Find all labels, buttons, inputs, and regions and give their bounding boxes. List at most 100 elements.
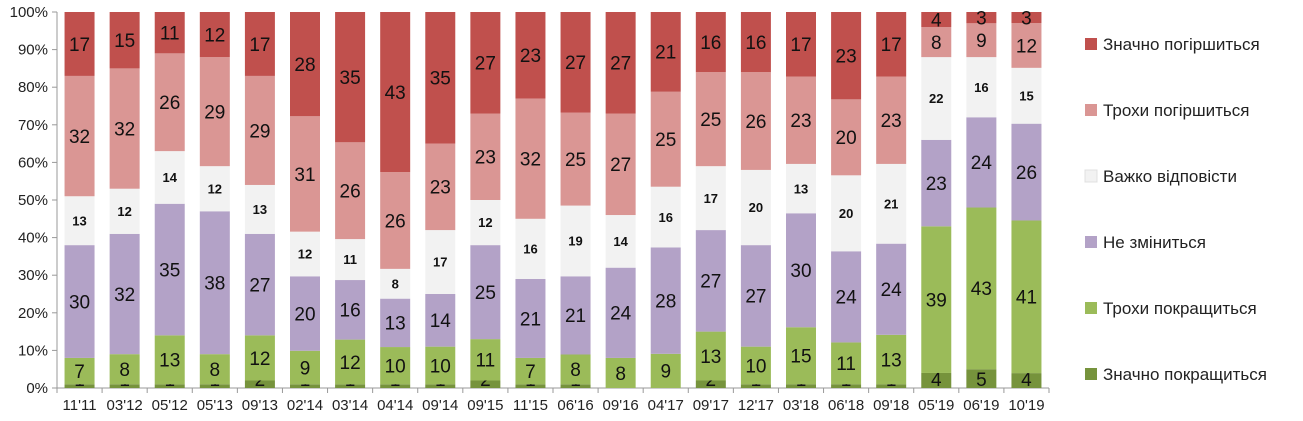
data-label: 38 [204,274,225,295]
bar-segment [515,218,546,279]
data-label: 25 [700,110,721,131]
data-label: 14 [430,311,452,332]
data-label: 29 [204,102,225,123]
data-label: 17 [881,35,902,56]
data-label: 35 [159,260,180,281]
data-label: 27 [475,54,496,75]
y-tick-label: 0% [26,380,48,397]
x-tick-label: 03'12 [107,397,143,414]
x-tick-label: 06'18 [828,397,864,414]
bar-segment [335,142,366,240]
bar-segment [876,163,907,244]
data-label: 17 [249,35,270,56]
bar-segment [515,384,546,388]
bar-segment [740,169,771,246]
bar-segment [876,243,907,335]
data-label: 2 [480,370,491,391]
legend-label: Не зміниться [1103,233,1206,252]
bar-segment [966,23,997,58]
x-tick-label: 10'19 [1008,397,1044,414]
bar-segment [786,12,816,77]
data-label: 7 [525,362,536,383]
data-label: 8 [210,360,221,381]
data-label: 23 [881,111,902,132]
bar-segment [244,380,275,388]
bar-segment [244,75,275,185]
data-label: 13 [72,213,86,228]
bar-segment [290,384,320,388]
data-label: 23 [520,46,541,67]
data-label: 43 [385,83,406,104]
data-label: 30 [790,261,811,282]
bar-segment [560,354,591,385]
y-tick-label: 80% [18,79,48,96]
data-label: 23 [475,148,496,169]
bar-segment [154,151,185,204]
bar-segment [876,384,907,388]
data-label: 15 [790,347,811,368]
x-tick-label: 09'15 [467,397,503,414]
data-label: 21 [884,196,898,211]
y-tick-label: 20% [18,305,48,322]
chart-bars: 1730133217183212321511335142611183812291… [64,8,1042,391]
data-label: 31 [294,165,315,186]
bar-segment [515,98,546,219]
data-label: 10 [745,356,766,377]
bar-segment [244,233,275,336]
data-label: 12 [340,353,361,374]
bar-segment [831,175,862,252]
data-label: 15 [1019,88,1033,103]
legend: Значно погіршиться Трохи погіршиться Важко… [1084,35,1267,384]
data-label: 13 [700,347,721,368]
bar-segment [109,188,140,234]
bar-segment [515,278,546,358]
data-label: 10 [430,356,451,377]
data-label: 12 [478,215,492,230]
chart-axes: 0% 10% 20% 30% 40% 50% 60% 70% 80% 90% 100% [10,4,1049,397]
y-tick-label: 30% [18,267,48,284]
data-label: 9 [976,31,987,52]
bar-segment [154,12,185,54]
bar-segment [695,12,726,73]
legend-swatch [1085,38,1097,50]
data-label: 24 [836,288,858,309]
data-label: 12 [208,181,222,196]
bar-segment [921,139,952,227]
legend-label: Значно покращиться [1103,365,1267,384]
bar-segment [199,12,230,58]
bar-segment [1011,123,1042,221]
bar-segment [605,12,636,114]
y-tick-label: 90% [18,42,48,59]
data-label: 23 [790,111,811,132]
data-label: 32 [69,127,90,148]
x-tick-label: 09'18 [873,397,909,414]
bar-segment [605,267,636,358]
bar-segment [470,12,501,114]
bar-segment [921,27,952,58]
bar-segment [786,76,816,164]
x-tick-label: 12'17 [738,397,774,414]
bar-segment [695,72,726,167]
data-label: 23 [430,178,451,199]
bar-segment [1011,67,1042,124]
data-label: 16 [340,301,361,322]
data-label: 16 [523,242,537,257]
bar-segment [605,357,636,388]
bar-segment [109,12,140,69]
bar-segment [966,57,997,118]
bar-segment [425,294,456,347]
bar-segment [831,99,862,176]
bar-segment [380,298,411,348]
data-label: 19 [568,234,582,249]
bar-segment [380,12,411,173]
data-label: 28 [655,291,676,312]
bar-segment [876,12,907,77]
y-tick-label: 70% [18,117,48,134]
data-label: 8 [570,360,581,381]
x-tick-label: 03'14 [332,397,368,414]
bar-segment [650,186,681,248]
bar-segment [1011,220,1042,374]
bar-segment [64,75,95,197]
data-label: 2 [706,370,717,391]
